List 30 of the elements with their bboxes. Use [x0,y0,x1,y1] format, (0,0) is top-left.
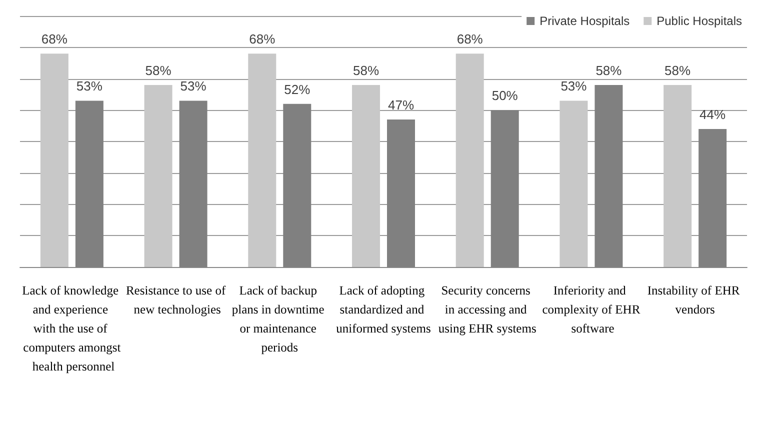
data-label: 68% [41,32,68,47]
legend-label: Private Hospitals [540,14,630,28]
bar [248,54,276,267]
bar [560,100,588,267]
data-label: 52% [284,82,311,97]
data-label: 53% [76,78,103,94]
data-label: 68% [249,32,276,47]
x-tick-label: Instability of EHR vendors [647,284,743,316]
x-tick-label: Resistance to use of new technologies [126,284,226,316]
data-label: 58% [145,63,172,78]
data-label: 58% [352,63,380,78]
bar [456,54,484,267]
data-label: 44% [700,106,726,122]
x-tick-label: Lack of backup plans in downtime or maintenance periods [232,284,328,354]
x-tick-label: Inferiority and complexity of EHR software [542,284,641,336]
data-label: 53% [180,78,207,94]
bar [352,85,380,267]
data-label: 68% [456,32,484,47]
data-label: 58% [664,63,692,78]
x-tick-label: Lack of knowledge and experience with the use of computers amongst health personnel [22,284,122,374]
bar [144,85,172,267]
data-label: 58% [596,63,622,78]
bar [664,85,692,267]
x-tick-label: Security concerns in accessing and using EHR systems [438,284,536,336]
data-label: 50% [492,88,518,104]
legend-label: Public Hospitals [656,14,742,28]
bar [40,54,68,267]
x-tick-label: Lack of adopting standardized and uniformed systems [336,284,432,336]
data-label: 53% [560,78,588,94]
data-label: 47% [388,98,414,113]
